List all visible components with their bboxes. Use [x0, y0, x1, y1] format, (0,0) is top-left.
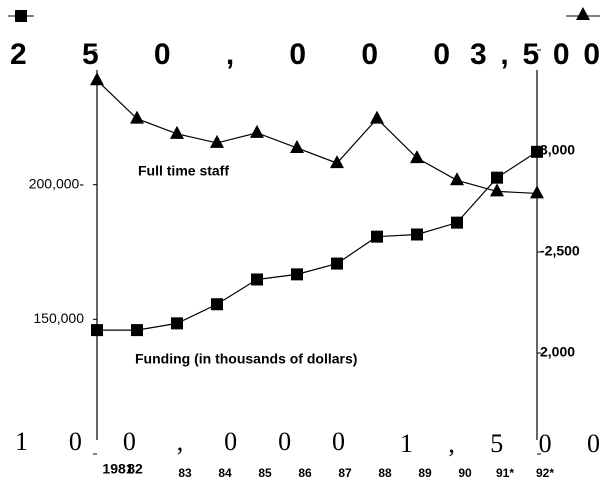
y-tick-label: 100,000	[15, 427, 345, 456]
marker	[91, 324, 103, 337]
marker	[370, 110, 384, 124]
y-tick-label: 150,000	[33, 310, 84, 326]
y2-tick-label: 3,000	[540, 142, 575, 158]
series-line	[96, 79, 538, 195]
x-tick-label: 88	[378, 466, 392, 480]
marker	[371, 230, 383, 243]
marker	[211, 298, 223, 311]
x-tick-label: 92*	[536, 466, 554, 480]
marker	[331, 257, 343, 270]
marker	[451, 216, 463, 229]
x-tick-label: 86	[298, 466, 312, 480]
legend-marker	[15, 10, 27, 22]
y2-tick-label: 2,000	[540, 344, 575, 360]
series-label: Funding (in thousands of dollars)	[135, 351, 357, 367]
marker	[450, 172, 464, 186]
marker	[290, 139, 304, 153]
marker	[531, 145, 543, 158]
x-tick-label: 85	[258, 466, 272, 480]
x-tick-label: 90	[458, 466, 472, 480]
x-tick-label: 83	[178, 466, 192, 480]
marker	[410, 150, 424, 164]
series-line	[97, 151, 538, 331]
marker	[90, 72, 104, 86]
marker	[330, 155, 344, 169]
marker	[530, 185, 544, 199]
series-label: Full time staff	[138, 163, 229, 179]
marker	[130, 110, 144, 124]
marker	[411, 228, 423, 241]
legend-marker	[576, 7, 590, 20]
y2-tick-label: 1,500	[400, 429, 600, 458]
y2-tick-label: -2,500	[540, 243, 580, 259]
marker	[210, 134, 224, 148]
marker	[251, 273, 263, 286]
marker	[490, 183, 504, 197]
marker	[171, 317, 183, 330]
x-tick-label: 91*	[496, 466, 514, 480]
marker	[250, 124, 264, 138]
x-tick-label: 89	[418, 466, 432, 480]
x-tick-label: 82	[127, 461, 143, 477]
marker	[491, 171, 503, 184]
marker	[170, 125, 184, 139]
marker	[291, 268, 303, 281]
x-tick-label: 84	[218, 466, 232, 480]
y-tick-label: 250,000	[10, 38, 450, 71]
y-tick-label: 200,000-	[29, 175, 85, 191]
marker	[131, 324, 143, 337]
x-tick-label: 87	[338, 466, 352, 480]
x-tick-label: 1981	[102, 461, 133, 477]
y2-tick-label: 3,500	[470, 38, 600, 71]
